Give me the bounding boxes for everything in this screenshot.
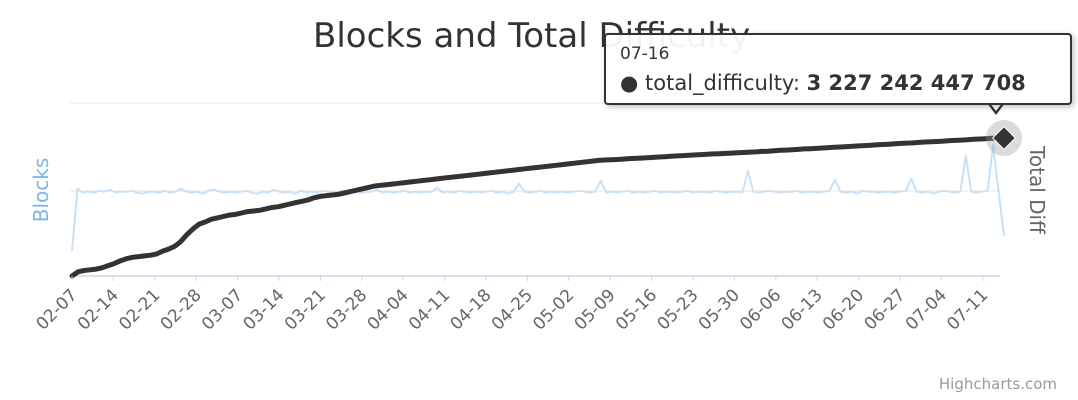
x-tick-label: 03-14 xyxy=(239,285,288,334)
x-tick-label: 07-04 xyxy=(902,285,951,334)
blocks-line xyxy=(71,144,1005,251)
hover-point-diamond[interactable] xyxy=(991,125,1017,151)
x-tick-label: 06-27 xyxy=(860,285,909,334)
x-tick-label: 06-06 xyxy=(736,285,785,334)
x-tick-label: 02-28 xyxy=(157,285,206,334)
x-tick-label: 04-11 xyxy=(405,285,454,334)
x-tick-label: 05-16 xyxy=(612,285,661,334)
hover-marker[interactable] xyxy=(986,120,1022,156)
x-axis-ticks: 02-0702-1402-2102-2803-0703-1403-2103-28… xyxy=(32,276,992,334)
tooltip-value: 3 227 242 447 708 xyxy=(806,71,1026,95)
x-tick-label: 03-21 xyxy=(281,285,330,334)
x-tick-label: 05-09 xyxy=(571,285,620,334)
total-difficulty-line xyxy=(69,135,1007,279)
x-tick-label: 05-02 xyxy=(529,285,578,334)
tooltip: 07-16 ● total_difficulty: 3 227 242 447 … xyxy=(604,33,1072,105)
x-tick-label: 06-13 xyxy=(778,285,827,334)
tooltip-date: 07-16 xyxy=(620,44,670,64)
tooltip-series-label: total_difficulty: xyxy=(645,71,800,95)
x-tick-label: 02-07 xyxy=(32,285,81,334)
total-difficulty-series xyxy=(69,135,1007,279)
x-tick-label: 05-23 xyxy=(653,285,702,334)
x-tick-label: 06-20 xyxy=(819,285,868,334)
y-axis-right-title: Total Diff xyxy=(1025,145,1049,235)
x-tick-label: 05-30 xyxy=(695,285,744,334)
x-tick-label: 07-11 xyxy=(943,285,992,334)
x-tick-label: 04-25 xyxy=(488,285,537,334)
x-tick-label: 03-07 xyxy=(198,285,247,334)
x-tick-label: 04-04 xyxy=(364,285,413,334)
x-tick-label: 03-28 xyxy=(322,285,371,334)
tooltip-arrow-fill xyxy=(989,102,1003,111)
x-tick-label: 04-18 xyxy=(446,285,495,334)
tooltip-series-line: ● total_difficulty: 3 227 242 447 708 xyxy=(620,71,1026,95)
x-tick-label: 02-21 xyxy=(115,285,164,334)
y-axis-left-title: Blocks xyxy=(29,158,53,223)
credits-link[interactable]: Highcharts.com xyxy=(939,375,1057,393)
tooltip-bullet: ● xyxy=(620,71,639,95)
blocks-series xyxy=(71,144,1005,251)
x-tick-label: 02-14 xyxy=(74,285,123,334)
